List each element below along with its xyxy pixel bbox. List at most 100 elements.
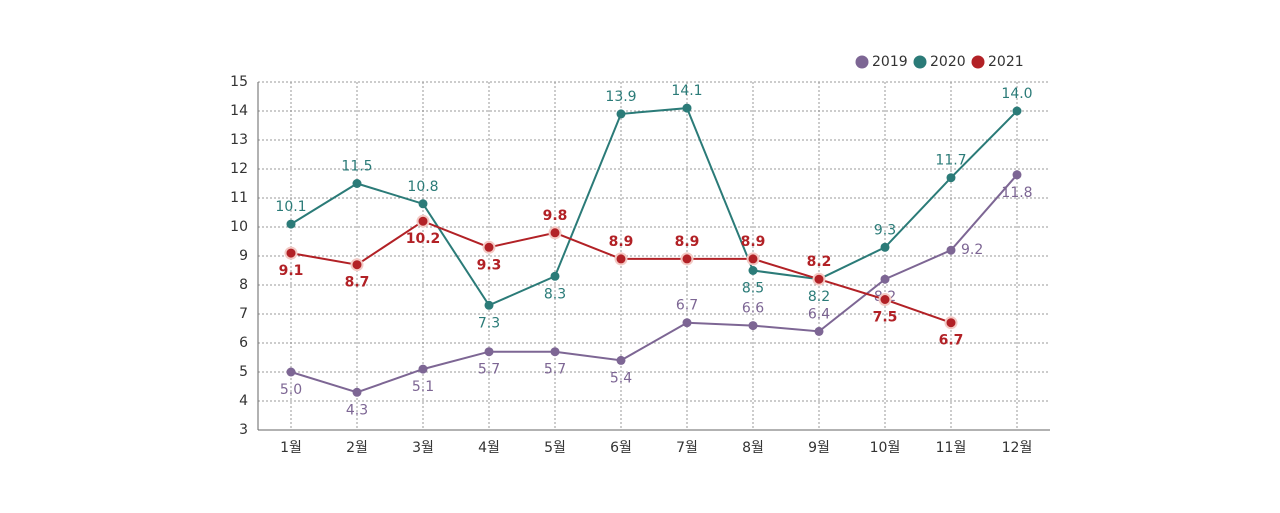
data-label: 7.3: [478, 315, 500, 331]
data-label: 9.2: [961, 242, 983, 258]
marker: [550, 347, 560, 357]
data-label: 8.5: [742, 281, 764, 297]
marker: [284, 246, 298, 260]
y-tick-label: 11: [230, 190, 248, 206]
data-label: 5.4: [610, 370, 632, 386]
marker: [484, 300, 494, 310]
y-tick-label: 6: [239, 335, 248, 351]
marker: [418, 199, 428, 209]
data-label: 5.7: [544, 362, 566, 378]
marker: [748, 321, 758, 331]
x-tick-label: 6월: [610, 440, 632, 456]
legend-label: 2020: [930, 54, 966, 70]
y-tick-label: 4: [239, 393, 248, 409]
x-tick-label: 11월: [936, 440, 967, 456]
y-tick-label: 13: [230, 132, 248, 148]
marker: [352, 387, 362, 397]
data-label: 8.2: [807, 254, 832, 270]
legend-label: 2021: [988, 54, 1024, 70]
legend-marker: [913, 55, 927, 69]
data-label: 11.7: [935, 153, 966, 169]
data-label: 8.9: [675, 234, 700, 250]
data-label: 6.6: [742, 301, 764, 317]
marker: [878, 293, 892, 306]
data-label: 10.1: [275, 199, 306, 215]
x-tick-label: 9월: [808, 440, 830, 456]
marker: [548, 226, 562, 240]
y-tick-label: 14: [230, 103, 248, 119]
data-label: 10.8: [407, 179, 438, 195]
y-tick-label: 3: [239, 422, 248, 438]
data-label: 8.7: [345, 275, 370, 291]
data-label: 5.0: [280, 382, 302, 398]
data-label: 4.3: [346, 402, 368, 418]
marker: [748, 266, 758, 275]
data-label: 5.7: [478, 362, 500, 378]
marker: [946, 173, 956, 183]
x-tick-label: 1월: [280, 440, 302, 456]
marker: [880, 274, 890, 284]
data-label: 6.7: [939, 333, 964, 349]
marker: [416, 214, 430, 228]
data-label: 10.2: [406, 231, 441, 247]
data-label: 9.3: [477, 257, 502, 273]
marker: [1012, 170, 1022, 180]
x-tick-label: 3월: [412, 440, 434, 456]
x-tick-label: 5월: [544, 440, 566, 456]
marker: [946, 245, 956, 255]
data-label: 9.3: [874, 222, 896, 238]
marker: [814, 326, 824, 336]
marker: [1012, 106, 1022, 116]
y-tick-label: 7: [239, 306, 248, 322]
marker: [812, 272, 826, 286]
marker: [880, 242, 890, 252]
marker: [616, 109, 626, 119]
data-label: 8.3: [544, 286, 566, 302]
data-label: 5.1: [412, 379, 434, 395]
data-label: 7.5: [873, 310, 898, 326]
marker: [682, 103, 692, 113]
marker: [616, 355, 626, 365]
marker: [286, 219, 296, 229]
y-tick-label: 9: [239, 248, 248, 264]
x-tick-label: 2월: [346, 440, 368, 456]
data-label: 13.9: [605, 89, 636, 105]
marker: [682, 318, 692, 328]
marker: [286, 367, 296, 377]
marker: [746, 252, 760, 266]
y-tick-label: 15: [230, 74, 248, 90]
marker: [680, 252, 694, 266]
data-label: 14.1: [671, 83, 702, 99]
data-label: 9.8: [543, 208, 568, 224]
legend-marker: [855, 55, 869, 69]
data-label: 11.5: [341, 159, 372, 175]
data-label: 14.0: [1001, 86, 1032, 102]
marker: [550, 271, 560, 281]
legend-marker: [971, 55, 985, 69]
x-tick-label: 12월: [1002, 440, 1033, 456]
y-tick-label: 8: [239, 277, 248, 293]
data-label: 9.1: [279, 263, 304, 279]
x-tick-label: 7월: [676, 440, 698, 456]
x-tick-label: 4월: [478, 440, 500, 456]
series-line: [290, 174, 1018, 394]
data-label: 6.4: [808, 306, 830, 322]
marker: [484, 347, 494, 357]
marker: [614, 252, 628, 266]
marker: [352, 179, 362, 188]
marker: [482, 240, 496, 254]
x-tick-label: 10월: [870, 440, 901, 456]
marker: [350, 258, 364, 272]
legend-label: 2019: [872, 54, 908, 70]
marker: [944, 316, 958, 330]
marker: [418, 364, 428, 374]
data-label: 8.9: [741, 234, 766, 250]
y-tick-label: 12: [230, 161, 248, 177]
data-label: 8.9: [609, 234, 634, 250]
y-tick-label: 5: [239, 364, 248, 380]
data-label: 6.7: [676, 298, 698, 314]
y-tick-label: 10: [230, 219, 248, 235]
data-label: 8.2: [808, 289, 830, 305]
data-label: 11.8: [1001, 185, 1032, 201]
